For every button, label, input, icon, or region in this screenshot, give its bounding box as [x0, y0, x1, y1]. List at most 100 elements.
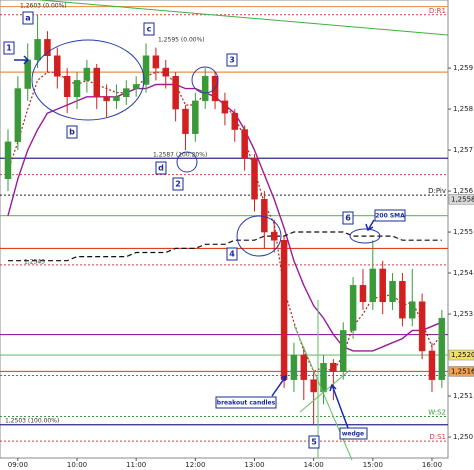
- candle-body: [270, 231, 278, 241]
- candle-body: [201, 76, 209, 102]
- candle-body: [438, 317, 446, 380]
- candle-body: [14, 88, 22, 143]
- candle-body: [132, 84, 140, 89]
- candle-body: [280, 239, 288, 380]
- candle-body: [349, 285, 357, 331]
- annotation: 4: [229, 250, 235, 259]
- price-tag-label: 1,2520: [451, 351, 474, 359]
- fib-label: 1,2603 (0.00%): [20, 3, 67, 10]
- x-tick-label: 13:00: [244, 461, 264, 469]
- x-tick-label: 10:00: [67, 461, 87, 469]
- annotations: 1,2603 (0.00%) 1,2595 (0.00%) 1,2587 (10…: [3, 0, 449, 461]
- label-box: [172, 177, 184, 191]
- y-tick-label: 1,254: [453, 269, 474, 277]
- candle-body: [44, 39, 51, 57]
- label-box: [374, 209, 406, 222]
- annotation: breakout candles: [217, 400, 276, 407]
- x-tick-label: 15:00: [363, 461, 383, 469]
- arrow: [329, 383, 349, 429]
- y-tick-label: 1,253: [453, 310, 473, 318]
- annotation: 3: [229, 56, 235, 65]
- candle-body: [310, 379, 317, 393]
- y-tick-label: 1,257: [453, 146, 473, 154]
- candle-body: [142, 55, 150, 85]
- y-tick-label: 1,259: [453, 64, 473, 72]
- candle-body: [63, 76, 71, 98]
- candle-body: [34, 39, 41, 61]
- annotation: d: [158, 164, 164, 173]
- candle-body: [339, 330, 347, 372]
- candle-body: [251, 158, 258, 200]
- level-tag: D:S1: [429, 433, 446, 441]
- x-tick-label: 14:00: [304, 461, 324, 469]
- arrow: [271, 374, 288, 397]
- x-tick-label: 12:00: [185, 461, 205, 469]
- fib-label: 1,2543: [24, 259, 45, 266]
- ellipse: [349, 228, 381, 244]
- annotation: a: [25, 14, 30, 23]
- price-tag-box: [448, 194, 474, 205]
- label-box: [215, 396, 277, 409]
- candle-body: [379, 268, 386, 302]
- candle-body: [231, 112, 239, 130]
- label-box: [143, 22, 155, 36]
- annotation: 5: [311, 438, 317, 447]
- annotation: 1: [6, 44, 12, 53]
- level-tag: D:Piv: [428, 187, 446, 195]
- candle-body: [172, 76, 179, 110]
- annotation: b: [69, 128, 75, 137]
- label-box: [155, 161, 167, 175]
- wedge-line: [299, 369, 351, 413]
- annotation: c: [147, 25, 152, 34]
- candle-body: [409, 301, 416, 319]
- candle-body: [300, 354, 308, 380]
- arrow: [365, 219, 375, 232]
- level-tag: W:S2: [428, 409, 446, 417]
- candle-body: [428, 350, 436, 380]
- label-box: [66, 125, 78, 139]
- candle-body: [73, 80, 81, 98]
- circle: [191, 66, 219, 94]
- candle-body: [103, 96, 110, 102]
- x-tick-label: 16:00: [422, 461, 442, 469]
- circle: [176, 151, 198, 173]
- annotation: 2: [175, 180, 181, 189]
- fib-label: 1,2595 (0.00%): [158, 37, 205, 44]
- label-box: [226, 53, 238, 67]
- label-box: [308, 435, 320, 449]
- label-box: [339, 427, 368, 440]
- y-tick-label: 1,258: [453, 105, 473, 113]
- candle-body: [290, 354, 298, 380]
- candle-body: [123, 88, 130, 98]
- candle-body: [83, 67, 91, 81]
- label-box: [226, 247, 238, 261]
- trend-line: [39, 0, 449, 36]
- candle-body: [389, 280, 396, 302]
- indicator-line: [8, 231, 442, 262]
- candle-body: [113, 96, 120, 102]
- fib-label: 1,2587 (100.20%): [153, 152, 207, 159]
- y-tick-label: 1,255: [453, 228, 473, 236]
- x-tick-label: 09:00: [8, 461, 28, 469]
- plot-area: [0, 0, 449, 459]
- annotation: 200 SMA: [375, 213, 405, 220]
- level-tag: D:R1: [429, 7, 446, 15]
- annotation: 6: [345, 214, 351, 223]
- candle-body: [369, 268, 377, 302]
- label-box: [22, 11, 34, 25]
- y-tick-label: 1,256: [453, 187, 474, 195]
- candle-body: [399, 280, 406, 319]
- candle-body: [54, 55, 61, 77]
- x-tick-label: 11:00: [126, 461, 146, 469]
- ellipse: [236, 215, 282, 257]
- candle-body: [418, 301, 426, 352]
- candle-body: [93, 67, 100, 98]
- candle-body: [261, 199, 268, 233]
- candle-body: [221, 100, 229, 114]
- candle-body: [24, 59, 31, 89]
- candle-body: [162, 67, 170, 77]
- candle-body: [182, 108, 189, 134]
- label-box: [342, 211, 354, 225]
- price-tag-label: 1,2516: [451, 367, 474, 375]
